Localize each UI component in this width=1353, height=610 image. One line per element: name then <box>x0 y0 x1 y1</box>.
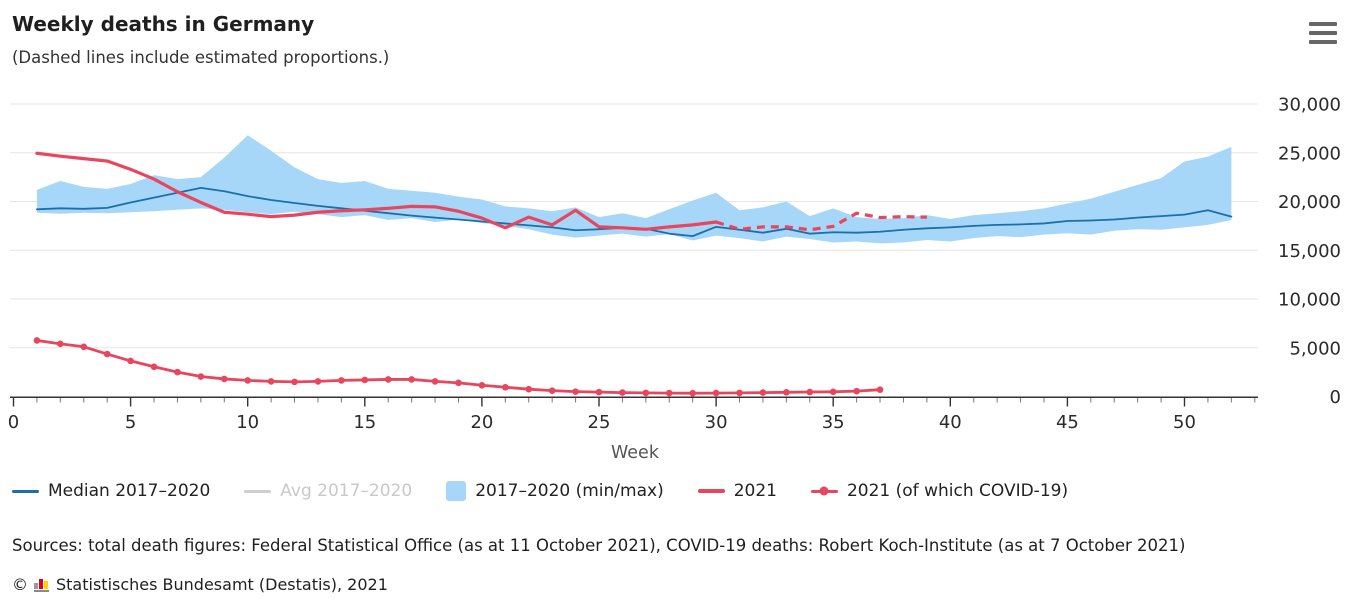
copyright-text: Statistisches Bundesamt (Destatis), 2021 <box>56 575 388 594</box>
series-covid-2021-marker <box>619 389 626 396</box>
copyright-line: © Statistisches Bundesamt (Destatis), 20… <box>12 575 388 594</box>
series-covid-2021-marker <box>783 389 790 396</box>
series-covid-2021-marker <box>736 389 743 397</box>
series-covid-2021-marker <box>338 377 345 384</box>
series-covid-2021-marker <box>759 389 767 396</box>
series-covid-2021-marker <box>689 389 696 397</box>
series-covid-2021-marker <box>220 375 228 383</box>
series-covid-2021-marker <box>127 357 134 365</box>
x-tick-label: 10 <box>236 412 259 433</box>
legend-item-2017-2020-min-max[interactable]: 2017–2020 (min/max) <box>446 481 664 501</box>
legend-item-median-2017-2020[interactable]: Median 2017–2020 <box>12 481 210 501</box>
x-tick-label: 40 <box>939 412 962 433</box>
series-covid-2021-marker <box>150 363 158 371</box>
series-total-2021 <box>35 151 718 231</box>
destatis-bars-icon <box>34 578 50 592</box>
x-tick-label: 25 <box>588 412 611 433</box>
series-covid-2021-marker <box>853 387 860 395</box>
y-tick-label: 5,000 <box>1289 338 1341 359</box>
series-covid-2021-marker <box>806 388 814 396</box>
legend-line-icon <box>244 489 272 493</box>
legend-label: 2017–2020 (min/max) <box>475 481 664 501</box>
series-covid-2021-marker <box>291 378 298 386</box>
series-covid-2021-marker <box>197 373 205 380</box>
x-tick-label: 15 <box>353 412 376 433</box>
series-minmax-band <box>36 135 1232 244</box>
series-covid-2021-marker <box>595 388 603 396</box>
series-covid-2021-marker <box>829 388 837 396</box>
series-covid-2021-marker <box>642 389 650 397</box>
series-covid-2021-marker <box>57 340 64 348</box>
series-covid-2021-marker <box>876 386 884 393</box>
series-covid-2021-marker <box>525 385 533 393</box>
legend-swatch-icon <box>446 481 467 501</box>
x-tick-label: 30 <box>705 412 728 433</box>
series-covid-2021-marker <box>361 376 369 384</box>
hamburger-bar <box>1309 22 1337 26</box>
sources-text: Sources: total death figures: Federal St… <box>12 536 1186 555</box>
y-tick-label: 20,000 <box>1278 192 1341 213</box>
legend-label: 2021 <box>733 481 777 501</box>
x-tick-label: 20 <box>470 412 493 433</box>
series-covid-2021-marker <box>103 350 111 358</box>
series-covid-2021-marker <box>384 376 392 383</box>
series-covid-2021-marker <box>408 376 415 383</box>
chart-plot-area: 0 5,000 10,000 15,000 20,000 25,000 30,000 0 5 10… <box>8 95 1341 464</box>
legend-marker-dot-icon <box>819 486 829 496</box>
series-covid-2021-marker <box>33 337 41 344</box>
x-tick-label: 45 <box>1056 412 1079 433</box>
series-covid-2021-marker <box>455 379 462 387</box>
legend-line-icon <box>810 486 838 496</box>
page-title: Weekly deaths in Germany <box>12 12 315 36</box>
x-axis-title: Week <box>611 443 660 463</box>
legend-label: Median 2017–2020 <box>48 481 211 501</box>
y-tick-label: 15,000 <box>1278 241 1341 262</box>
x-tick-label: 35 <box>822 412 845 433</box>
series-covid-2021-marker <box>572 388 579 395</box>
y-tick-label: 10,000 <box>1278 290 1341 311</box>
legend: Median 2017–2020 Avg 2017–2020 2017–2020 (… <box>12 481 1068 501</box>
series-covid-2021-marker <box>174 368 181 376</box>
series-covid-2021-marker <box>478 381 486 389</box>
series-covid-2021-marker <box>712 389 720 397</box>
series-covid-2021-marker <box>244 377 251 384</box>
legend-line-icon <box>12 489 39 493</box>
x-tick-label: 50 <box>1173 412 1196 433</box>
y-tick-label: 30,000 <box>1278 95 1341 116</box>
legend-label: Avg 2017–2020 <box>280 481 413 501</box>
hamburger-bar <box>1309 40 1337 44</box>
legend-item-2021[interactable]: 2021 <box>697 481 777 501</box>
hamburger-menu-icon[interactable] <box>1309 22 1337 44</box>
copyright-symbol: © <box>12 575 28 594</box>
x-tick-label: 0 <box>8 412 19 433</box>
legend-item-avg-2017-2020[interactable]: Avg 2017–2020 <box>244 481 412 501</box>
series-covid-2021-marker <box>80 343 88 351</box>
y-tick-label: 0 <box>1330 387 1341 408</box>
x-tick-label: 5 <box>125 412 136 433</box>
legend-label: 2021 (of which COVID-19) <box>846 481 1069 501</box>
series-covid-2021-marker <box>548 387 556 394</box>
series-covid-2021-marker <box>431 378 439 385</box>
legend-line-icon <box>697 489 725 493</box>
legend-item-2021-of-which-covid-19[interactable]: 2021 (of which COVID-19) <box>810 481 1069 501</box>
series-covid-2021-marker <box>267 378 275 385</box>
series-covid-2021-marker <box>502 383 509 391</box>
series-covid-2021-marker <box>314 378 322 385</box>
y-tick-label: 25,000 <box>1278 143 1341 164</box>
series-covid-2021-marker <box>665 389 673 397</box>
chart-subtitle: (Dashed lines include estimated proporti… <box>12 48 390 67</box>
hamburger-bar <box>1309 31 1337 35</box>
